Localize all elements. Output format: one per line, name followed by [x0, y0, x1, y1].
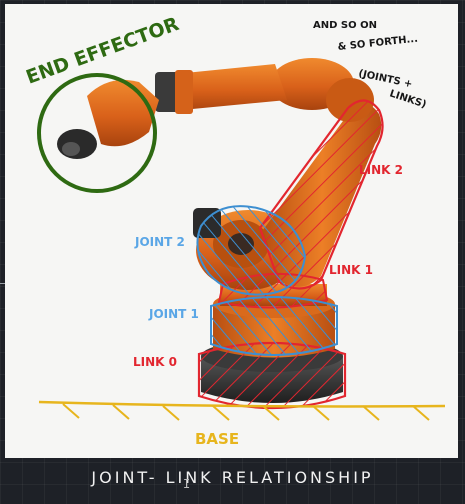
robot-arm-diagram: END EFFECTOR AND SO ON & SO FORTH... (JO… [23, 13, 446, 448]
joint-2-region [196, 205, 307, 296]
joint-highlights [196, 205, 338, 356]
base-ground [38, 400, 446, 421]
end-effector-circle [37, 73, 157, 193]
robot-tool-tip [62, 142, 80, 156]
joint-1-label: JOINT 1 [148, 307, 199, 321]
link-1-label: LINK 1 [329, 263, 373, 277]
ground-line [38, 400, 446, 408]
robot-wrist [87, 79, 159, 147]
diagram-caption: JOINT- LINK RELATIONSHIP [91, 468, 374, 487]
link-2-label: LINK 2 [359, 163, 403, 177]
note-line-4: LINKS) [388, 88, 428, 110]
text-cursor: I [183, 477, 191, 491]
robot-wrist-ring [155, 72, 181, 112]
note-line-1: AND SO ON [313, 20, 377, 31]
joint-1-region [210, 296, 338, 356]
note-line-2: & SO FORTH... [337, 34, 418, 53]
diagram-panel: END EFFECTOR AND SO ON & SO FORTH... (JO… [5, 4, 458, 458]
base-label: BASE [195, 430, 239, 448]
joint-2-label: JOINT 2 [134, 235, 185, 249]
side-tick [0, 283, 5, 284]
ground-hatch [62, 403, 430, 421]
link-0-label: LINK 0 [133, 355, 177, 369]
robot-wrist-collar [175, 70, 193, 114]
